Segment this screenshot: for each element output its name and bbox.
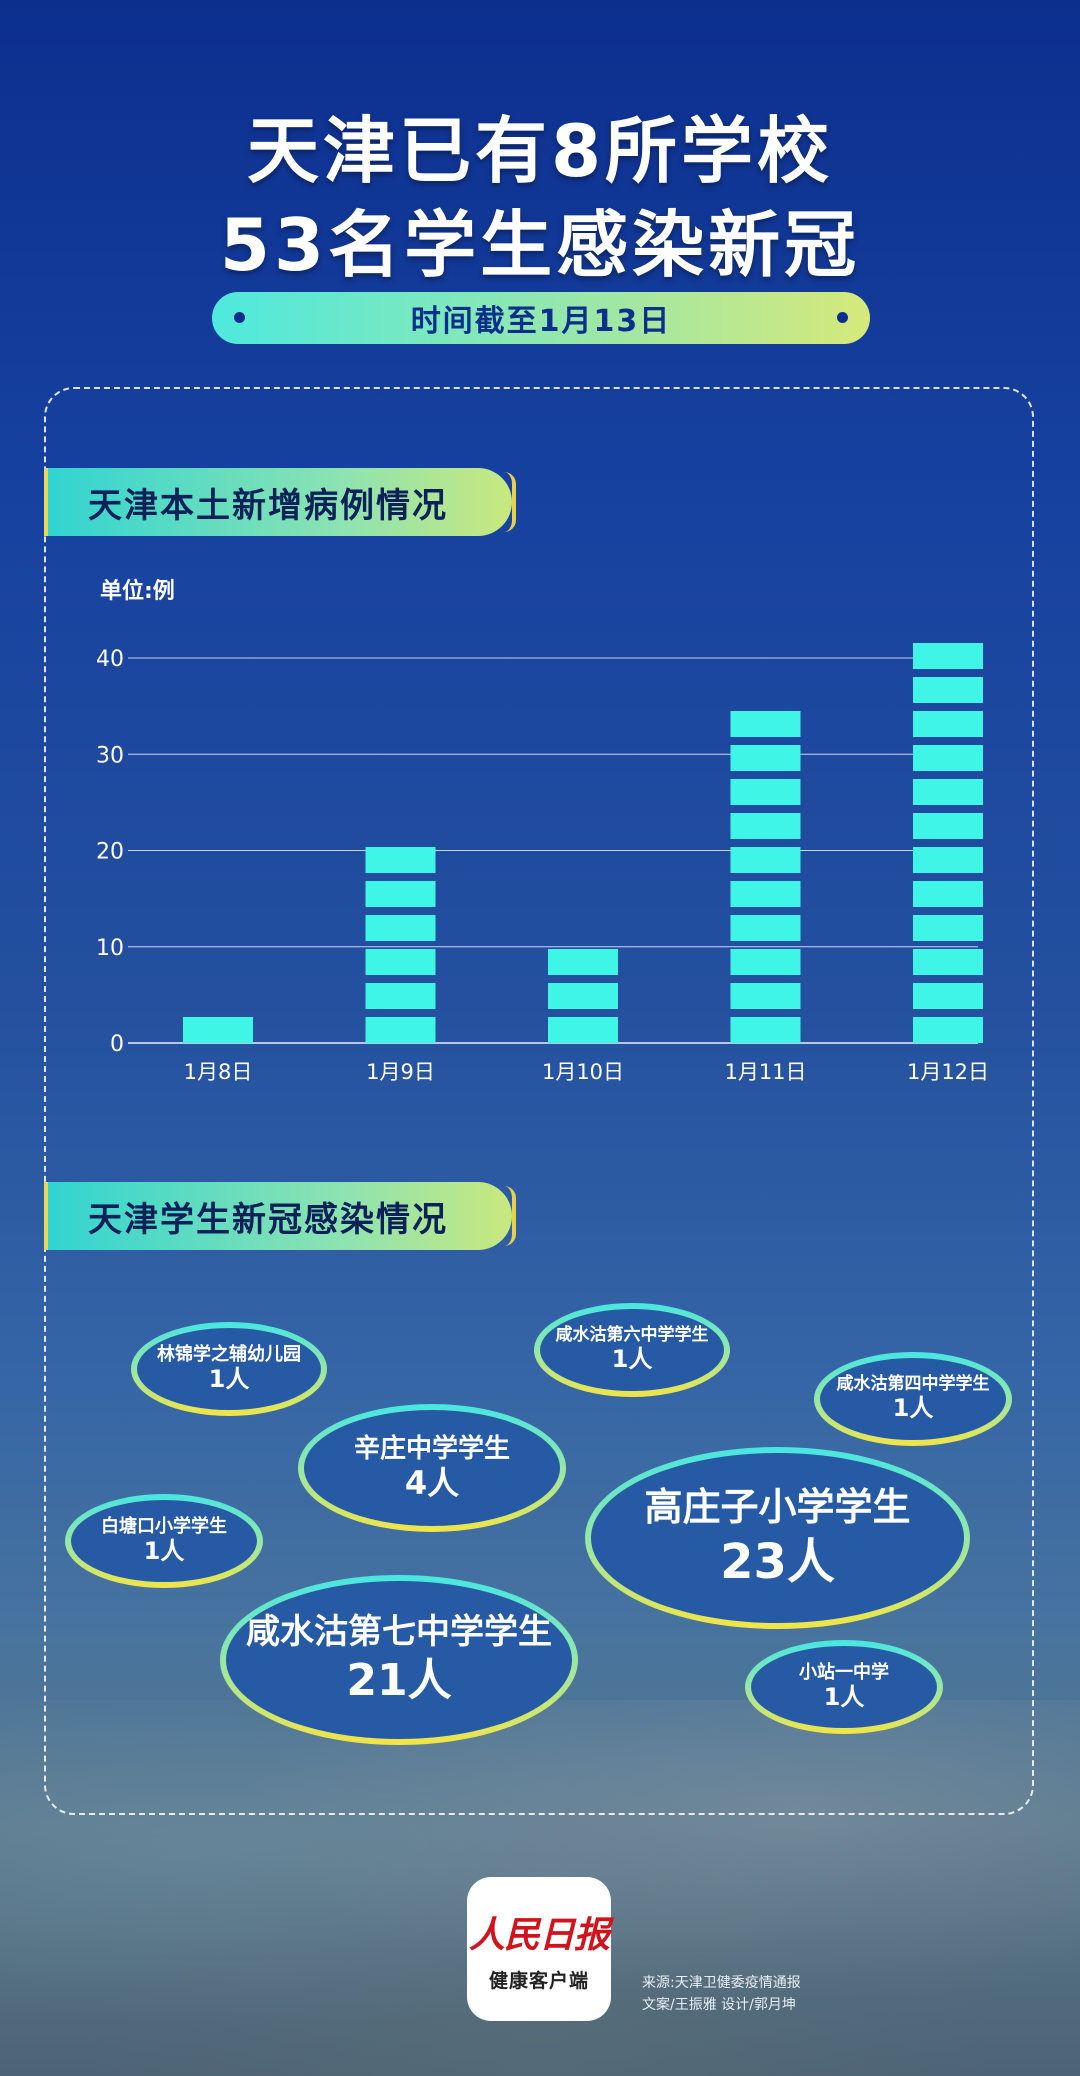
tab-edge-accent xyxy=(504,472,516,532)
logo-main-text: 人民日报 xyxy=(468,1913,610,1956)
bar xyxy=(365,847,436,1043)
bar-segment xyxy=(365,949,436,975)
school-bubble: 高庄子小学学生 23人 xyxy=(585,1447,970,1629)
headline-line-1: 天津已有8所学校 xyxy=(246,109,834,193)
school-count: 1人 xyxy=(143,1536,185,1565)
author-credit: 文案/王振雅 设计/郭月坤 xyxy=(642,1997,796,2013)
section-tab-student-cases: 天津学生新冠感染情况 xyxy=(44,1182,516,1250)
school-bubble: 咸水沽第四中学学生 1人 xyxy=(814,1352,1012,1446)
school-name: 林锦学之辅幼儿园 xyxy=(157,1343,301,1365)
school-bubble: 咸水沽第六中学学生 1人 xyxy=(534,1303,730,1397)
bar-segment xyxy=(730,949,801,975)
bar-segment xyxy=(913,643,983,669)
school-count: 4人 xyxy=(404,1463,460,1502)
y-tick-label: 30 xyxy=(96,743,124,768)
grid-layer: 0 10 20 30 40 xyxy=(96,647,978,1057)
bar-segment xyxy=(365,847,436,873)
credits: 来源:天津卫健委疫情通报 文案/王振雅 设计/郭月坤 xyxy=(642,1972,801,2016)
y-tick-label: 0 xyxy=(110,1032,124,1057)
y-tick-label: 20 xyxy=(96,840,124,865)
y-axis-unit-label: 单位:例 xyxy=(100,578,175,604)
section-title-student-cases: 天津学生新冠感染情况 xyxy=(88,1199,448,1240)
school-bubble: 白塘口小学学生 1人 xyxy=(65,1494,263,1588)
bar-segment xyxy=(913,813,983,839)
bar-segment xyxy=(730,1017,801,1043)
x-tick-label: 1月11日 xyxy=(724,1060,806,1084)
y-tick-label: 10 xyxy=(96,936,124,961)
bar-segment xyxy=(913,983,983,1009)
school-name: 白塘口小学学生 xyxy=(101,1515,227,1537)
school-name: 高庄子小学学生 xyxy=(644,1484,911,1529)
bar-segment xyxy=(913,677,983,703)
bar-segment xyxy=(913,847,983,873)
pill-dot-left xyxy=(234,312,245,323)
bar-segment xyxy=(913,779,983,805)
headline-line-2: 53名学生感染新冠 xyxy=(219,203,861,287)
x-tick-label: 1月8日 xyxy=(184,1060,253,1084)
bar xyxy=(548,949,618,1043)
people-daily-logo: 人民日报 健康客户端 xyxy=(467,1877,611,2021)
bar xyxy=(913,643,983,1043)
school-bubble: 辛庄中学学生 4人 xyxy=(298,1404,566,1532)
bar-segment xyxy=(730,983,801,1009)
bar-segment xyxy=(730,779,801,805)
section-title-local-cases: 天津本土新增病例情况 xyxy=(88,485,448,526)
source-credit: 来源:天津卫健委疫情通报 xyxy=(642,1975,801,1991)
bar-segment xyxy=(730,711,801,737)
tab-edge-accent xyxy=(504,1186,516,1246)
bar-segment xyxy=(730,881,801,907)
date-pill: 时间截至1月13日 xyxy=(212,292,870,344)
logo-sub-text: 健康客户端 xyxy=(488,1969,589,1992)
bar-segment xyxy=(365,983,436,1009)
school-bubble: 小站一中学 1人 xyxy=(745,1640,943,1734)
bar-segment xyxy=(913,1017,983,1043)
pill-dot-right xyxy=(837,312,848,323)
school-count: 1人 xyxy=(611,1344,653,1373)
section-tab-local-cases: 天津本土新增病例情况 xyxy=(44,468,516,536)
bar-segment xyxy=(365,915,436,941)
school-name: 辛庄中学学生 xyxy=(353,1433,510,1464)
y-tick-label: 40 xyxy=(96,647,124,672)
x-tick-layer: 1月8日 1月9日 1月10日 1月11日 1月12日 xyxy=(184,1060,989,1084)
bar-segment xyxy=(913,949,983,975)
x-tick-label: 1月12日 xyxy=(907,1060,989,1084)
bar-segment xyxy=(730,847,801,873)
school-name: 咸水沽第六中学学生 xyxy=(555,1325,709,1346)
bar-segment xyxy=(548,983,618,1009)
x-tick-label: 1月10日 xyxy=(542,1060,624,1084)
bar-segment xyxy=(548,949,618,975)
bar-segment xyxy=(183,1017,253,1043)
school-count: 1人 xyxy=(823,1682,865,1711)
x-tick-label: 1月9日 xyxy=(366,1060,435,1084)
bar-segment xyxy=(913,711,983,737)
school-count: 1人 xyxy=(892,1393,934,1422)
school-name: 咸水沽第七中学学生 xyxy=(246,1612,552,1653)
school-count: 23人 xyxy=(720,1534,835,1591)
bar-chart: 单位:例 0 10 20 30 40 1月8日 1月9日 1月10日 1月11日 1月12日 xyxy=(96,578,989,1084)
school-bubble: 林锦学之辅幼儿园 1人 xyxy=(131,1322,327,1416)
school-name: 咸水沽第四中学学生 xyxy=(836,1374,990,1395)
bar xyxy=(730,711,801,1043)
school-name: 小站一中学 xyxy=(799,1661,889,1683)
school-bubble: 咸水沽第七中学学生 21人 xyxy=(220,1575,578,1745)
date-label: 时间截至1月13日 xyxy=(410,304,672,339)
school-count: 21人 xyxy=(346,1655,452,1707)
bar-segment xyxy=(365,881,436,907)
bar-segment xyxy=(548,1017,618,1043)
bar-segment xyxy=(730,915,801,941)
bar-segment xyxy=(365,1017,436,1043)
content-panel xyxy=(44,387,1034,1815)
bar-segment xyxy=(913,881,983,907)
bar-segment xyxy=(730,813,801,839)
bar-segment xyxy=(913,915,983,941)
school-count: 1人 xyxy=(208,1364,250,1393)
bar-segment xyxy=(913,745,983,771)
bar-layer xyxy=(183,643,983,1043)
bar-segment xyxy=(730,745,801,771)
bar xyxy=(183,1017,253,1043)
